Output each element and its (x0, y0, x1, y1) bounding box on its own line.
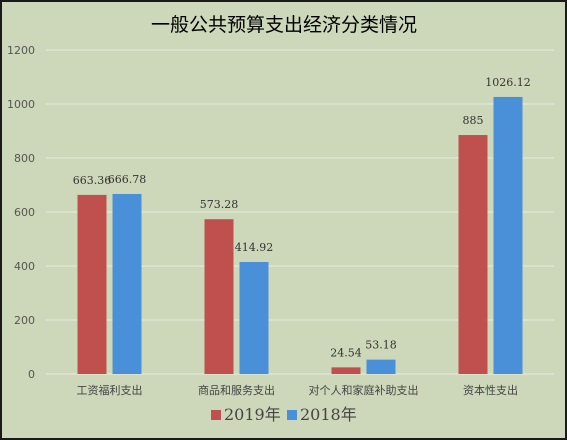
y-tick-label: 400 (14, 260, 35, 273)
data-label: 885 (463, 114, 484, 127)
chart-title: 一般公共预算支出经济分类情况 (151, 14, 417, 36)
bar (77, 194, 107, 374)
y-tick-label: 600 (14, 206, 35, 219)
legend-label: 2018年 (300, 405, 357, 424)
data-label: 53.18 (365, 339, 397, 352)
data-label: 666.78 (108, 173, 147, 186)
legend: 2019年 2018年 (211, 405, 357, 424)
legend-swatch (211, 410, 221, 420)
bar (204, 219, 234, 374)
data-label: 414.92 (235, 241, 274, 254)
bar (458, 135, 488, 374)
x-category-label: 商品和服务支出 (198, 383, 275, 397)
y-axis: 0 200 400 600 800 1000 1200 (7, 44, 35, 381)
x-category-label: 对个人和家庭补助支出 (309, 383, 419, 397)
legend-label: 2019年 (224, 405, 281, 424)
legend-swatch (287, 410, 297, 420)
y-tick-label: 1000 (7, 98, 35, 111)
data-label: 663.36 (73, 174, 112, 187)
bar (112, 193, 142, 374)
y-tick-label: 0 (28, 368, 35, 381)
data-label: 24.54 (330, 346, 362, 359)
data-label: 1026.12 (485, 76, 531, 89)
y-tick-label: 800 (14, 152, 35, 165)
bar (331, 367, 361, 374)
y-tick-label: 200 (14, 314, 35, 327)
y-tick-label: 1200 (7, 44, 35, 57)
bar (493, 96, 523, 374)
x-category-label: 工资福利支出 (77, 383, 143, 397)
bar (366, 359, 396, 374)
x-axis: 工资福利支出 商品和服务支出 对个人和家庭补助支出 资本性支出 (77, 383, 519, 397)
bar (239, 261, 269, 374)
data-label: 573.28 (200, 198, 239, 211)
x-category-label: 资本性支出 (463, 383, 518, 397)
